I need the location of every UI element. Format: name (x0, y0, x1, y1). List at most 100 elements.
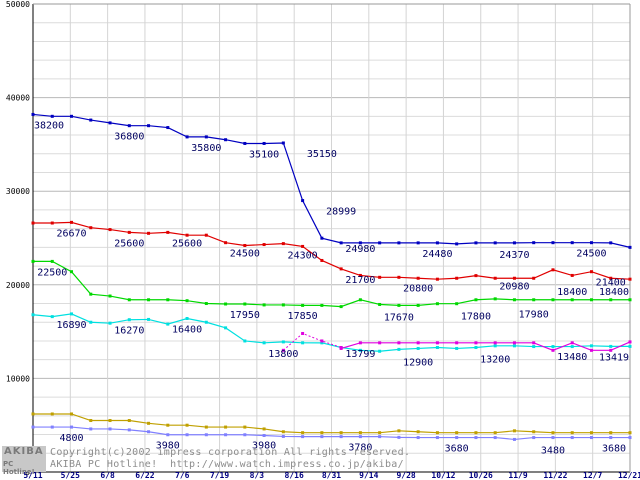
data-point-lavender (493, 436, 497, 440)
data-point-cyan (378, 349, 382, 353)
data-point-olive (166, 423, 170, 427)
data-point-green (493, 297, 497, 301)
series-line-cyan (32, 313, 630, 352)
data-point-lavender (89, 427, 93, 431)
data-point-blue (108, 121, 112, 125)
data-point-olive (628, 431, 632, 435)
data-point-blue (70, 114, 74, 118)
chart-grid (32, 3, 631, 473)
series-blue (31, 112, 632, 249)
data-point-olive (339, 431, 343, 435)
data-point-cyan (204, 320, 208, 324)
data-label: 13480 (557, 352, 587, 363)
data-point-cyan (532, 345, 536, 349)
data-point-magenta (589, 348, 593, 352)
x-tick-label: 6/22 (135, 471, 154, 480)
data-point-lavender (50, 425, 54, 429)
data-point-cyan (89, 320, 93, 324)
data-point-olive (108, 419, 112, 423)
data-point-cyan (31, 313, 35, 317)
data-point-cyan (416, 346, 420, 350)
data-point-cyan (50, 315, 54, 319)
logo-bottom-text: PC Hotline! (3, 460, 35, 476)
data-label: 36800 (114, 132, 144, 143)
data-point-red (89, 226, 93, 230)
data-label: 24370 (499, 250, 529, 261)
data-label: 3980 (156, 441, 180, 452)
data-point-cyan (493, 344, 497, 348)
data-point-red (108, 228, 112, 232)
data-point-blue (512, 241, 516, 245)
data-point-olive (493, 431, 497, 435)
data-point-green (512, 298, 516, 302)
data-label: 16270 (114, 326, 144, 337)
data-point-olive (243, 425, 247, 429)
data-point-blue (339, 241, 343, 245)
data-point-olive (397, 429, 401, 433)
y-tick-label: 0 (25, 468, 30, 477)
data-point-olive (320, 431, 324, 435)
data-point-blue (89, 118, 93, 122)
x-tick-label: 7/6 (175, 471, 190, 480)
data-point-green (628, 298, 632, 302)
data-label: 3980 (252, 441, 276, 452)
data-label: 21700 (345, 275, 375, 286)
data-point-red (320, 258, 324, 262)
series-layer (31, 112, 632, 441)
data-label: 24500 (576, 249, 606, 260)
data-point-blue (204, 135, 208, 139)
data-point-green (204, 302, 208, 306)
data-point-red (127, 230, 131, 234)
data-point-cyan (474, 346, 478, 350)
data-point-magenta (320, 339, 324, 343)
data-point-blue (358, 241, 362, 245)
data-point-magenta (378, 341, 382, 345)
data-point-magenta (512, 341, 516, 345)
data-point-olive (378, 431, 382, 435)
data-point-green (474, 298, 478, 302)
data-point-blue (301, 199, 305, 203)
data-label: 24980 (345, 244, 375, 255)
data-point-blue (455, 242, 459, 246)
data-point-lavender (320, 435, 324, 439)
data-point-olive (127, 419, 131, 423)
data-point-cyan (262, 341, 266, 345)
data-point-magenta (474, 341, 478, 345)
data-point-blue (628, 245, 632, 249)
data-point-lavender (339, 435, 343, 439)
data-point-magenta (397, 341, 401, 345)
data-label: 13799 (345, 349, 375, 360)
data-label: 24480 (422, 249, 452, 260)
data-label: 3780 (348, 443, 372, 454)
data-point-blue (224, 138, 228, 142)
data-point-lavender (628, 436, 632, 440)
data-point-blue (127, 124, 131, 128)
series-line-lavender (33, 426, 630, 441)
data-point-red (31, 221, 35, 225)
data-point-olive (609, 431, 613, 435)
data-point-blue (31, 112, 35, 116)
data-point-red (262, 243, 266, 247)
data-label: 16400 (172, 324, 202, 335)
y-tick-label: 30000 (6, 187, 30, 196)
series-line-olive (33, 413, 630, 434)
data-point-olive (551, 431, 555, 435)
data-label: 3680 (445, 444, 469, 455)
data-label: 18400 (599, 287, 629, 298)
data-point-green (147, 298, 151, 302)
data-point-lavender (204, 433, 208, 437)
data-point-lavender (262, 433, 266, 437)
data-point-red (609, 276, 613, 280)
data-point-green (609, 298, 613, 302)
y-axis-ticks: 0 10000 20000 30000 40000 50000 (6, 0, 30, 477)
data-point-green (435, 302, 439, 306)
data-point-olive (358, 431, 362, 435)
data-point-blue (532, 241, 536, 245)
data-label: 17950 (230, 310, 260, 321)
series-cyan (31, 312, 632, 353)
data-point-green (31, 259, 35, 263)
data-point-green (281, 303, 285, 307)
data-label: 13200 (480, 354, 510, 365)
chart-axes (32, 3, 631, 473)
data-point-green (455, 302, 459, 306)
